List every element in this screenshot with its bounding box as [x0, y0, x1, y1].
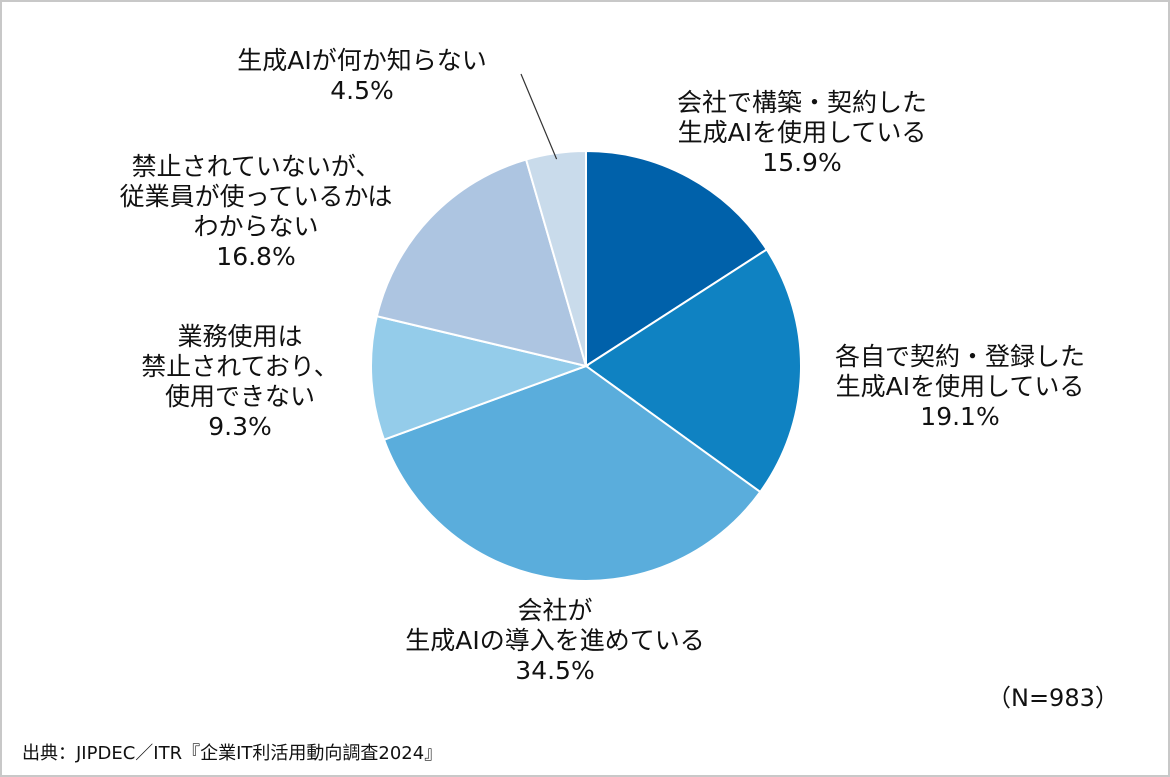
- sample-size-label: （N=983）: [987, 684, 1119, 712]
- label-line: 会社が: [517, 596, 593, 625]
- pie-slice-introducing: [382, 364, 762, 583]
- pie-slice-individual-contract: [584, 248, 802, 494]
- slice-label-prohibited: 業務使用は 禁止されており、 使用できない 9.3%: [141, 322, 339, 442]
- label-line: 使用できない: [164, 382, 316, 411]
- value-label: 4.5%: [330, 76, 394, 105]
- value-label: 15.9%: [762, 148, 842, 177]
- value-label: 16.8%: [216, 242, 296, 271]
- label-line: 各自で契約・登録した: [834, 342, 1086, 371]
- label-line: 生成AIが何か知らない: [237, 46, 487, 75]
- source-note: 出典：JIPDEC／ITR『企業IT利活用動向調査2024』: [22, 743, 443, 764]
- value-label: 19.1%: [920, 402, 1000, 431]
- pie-slice-company-built: [585, 149, 769, 368]
- leader-line: [520, 73, 558, 160]
- label-line: 会社で構築・契約した: [676, 88, 928, 117]
- pie-slice-unknown-usage: [375, 158, 588, 368]
- label-line: 禁止されており、: [141, 352, 339, 381]
- value-label: 9.3%: [208, 412, 272, 441]
- label-line: わからない: [193, 212, 319, 241]
- label-line: 禁止されていないが、: [131, 152, 381, 181]
- slice-label-unknown-usage: 禁止されていないが、 従業員が使っているかは わからない 16.8%: [120, 152, 393, 272]
- slice-label-individual-contract: 各自で契約・登録した 生成AIを使用している 19.1%: [835, 342, 1085, 432]
- label-line: 生成AIを使用している: [677, 118, 927, 147]
- label-line: 従業員が使っているかは: [119, 182, 393, 211]
- pie-slice-dont-know-ai: [524, 149, 587, 367]
- slice-label-introducing: 会社が 生成AIの導入を進めている 34.5%: [405, 596, 704, 686]
- slice-label-company-built: 会社で構築・契約した 生成AIを使用している 15.9%: [677, 88, 927, 178]
- value-label: 34.5%: [515, 656, 595, 685]
- label-line: 生成AIを使用している: [835, 372, 1085, 401]
- pie-slice-prohibited: [370, 314, 590, 441]
- slice-label-dont-know-ai: 生成AIが何か知らない 4.5%: [237, 46, 486, 106]
- label-line: 業務使用は: [177, 322, 303, 351]
- label-line: 生成AIの導入を進めている: [405, 626, 705, 655]
